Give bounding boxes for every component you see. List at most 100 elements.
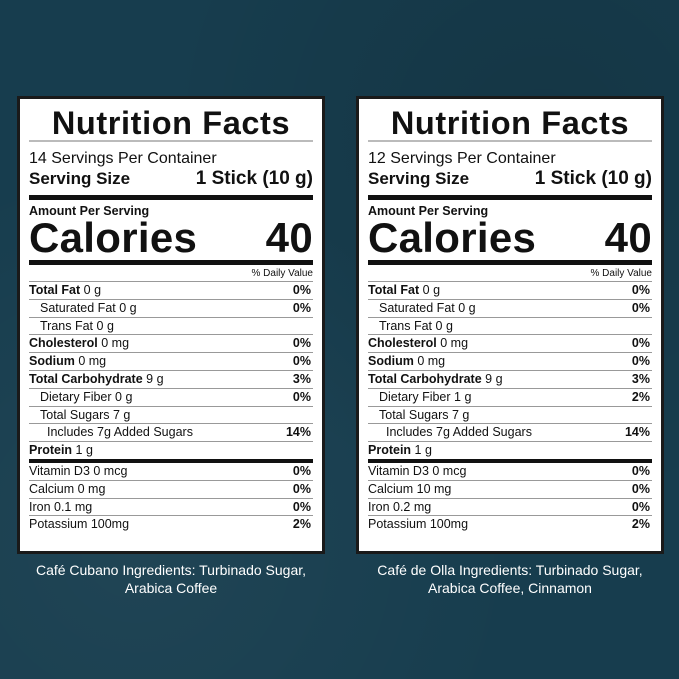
vitamin-row: Vitamin D3 0 mcg 0%: [29, 463, 313, 481]
vitamin-daily-value: 2%: [631, 517, 650, 532]
serving-size-label: Serving Size: [29, 169, 131, 188]
daily-value-header: % Daily Value: [368, 267, 652, 282]
vitamin-daily-value: 0%: [292, 463, 311, 478]
caption-line: Arabica Coffee, Cinnamon: [428, 580, 592, 596]
nutrient-row: Total Carbohydrate 9 g 3%: [29, 371, 313, 389]
nutrient-row: Total Sugars 7 g: [368, 407, 652, 425]
vitamin-label: Calcium 10 mg: [368, 481, 452, 496]
thick-divider: [29, 458, 313, 463]
nutrient-name: Includes 7g Added Sugars: [386, 425, 532, 440]
thick-divider: [368, 458, 652, 463]
nutrient-daily-value: [311, 442, 313, 460]
nutrient-row: Cholesterol 0 mg 0%: [368, 335, 652, 354]
nutrient-label: Sodium 0 mg: [368, 353, 445, 370]
nutrient-label: Total Carbohydrate 9 g: [29, 371, 164, 388]
nutrient-amount: 1 g: [414, 443, 432, 458]
nutrient-amount: 0 g: [115, 389, 133, 404]
panel-title: Nutrition Facts: [368, 99, 652, 142]
nutrient-daily-value: [311, 407, 313, 424]
nutrient-name: Total Sugars: [40, 407, 110, 422]
nutrient-row: Dietary Fiber 0 g 0%: [29, 389, 313, 407]
vitamin-daily-value: 0%: [631, 481, 650, 496]
servings-per-container: 12 Servings Per Container: [368, 150, 556, 167]
nutrient-name: Protein: [368, 443, 412, 458]
nutrient-row: Total Fat 0 g 0%: [368, 282, 652, 300]
nutrient-name: Saturated Fat: [379, 300, 455, 315]
nutrient-name: Sodium: [29, 354, 75, 369]
nutrient-amount: 7 g: [112, 407, 131, 422]
nutrient-label: Includes 7g Added Sugars: [29, 424, 193, 441]
nutrient-amount: 9 g: [485, 371, 503, 386]
nutrient-label: Trans Fat 0 g: [368, 318, 453, 335]
nutrient-label: Saturated Fat 0 g: [29, 300, 137, 317]
nutrient-label: Total Sugars 7 g: [29, 407, 130, 424]
nutrient-name: Total Fat: [29, 283, 81, 297]
nutrition-facts-panel: Nutrition Facts 14 Servings Per Container…: [17, 96, 325, 554]
nutrient-row: Total Carbohydrate 9 g 3%: [368, 371, 652, 389]
vitamin-row: Potassium 100mg 2%: [29, 516, 313, 534]
thick-divider: [368, 260, 652, 265]
nutrient-name: Dietary Fiber: [379, 389, 451, 404]
nutrient-name: Protein: [29, 443, 73, 458]
nutrient-daily-value: [311, 318, 313, 335]
amount-per-serving: Amount Per Serving: [29, 204, 150, 218]
ingredients-caption: Café Cubano Ingredients: Turbinado Sugar…: [11, 561, 331, 597]
nutrient-daily-value: [650, 318, 652, 335]
caption-line: Arabica Coffee: [124, 580, 218, 596]
nutrient-name: Cholesterol: [29, 336, 98, 351]
amount-per-serving: Amount Per Serving: [368, 204, 489, 218]
calories-label: Calories: [29, 214, 198, 261]
nutrient-daily-value: 3%: [292, 371, 311, 386]
nutrient-amount: 0 g: [458, 300, 476, 315]
thick-divider: [29, 195, 313, 200]
nutrient-name: Total Fat: [368, 283, 420, 297]
nutrient-label: Dietary Fiber 1 g: [368, 389, 471, 406]
nutrient-daily-value: 0%: [292, 354, 311, 369]
vitamin-row: Iron 0.1 mg 0%: [29, 499, 313, 517]
nutrient-row: Includes 7g Added Sugars 14%: [368, 424, 652, 443]
calories-label: Calories: [368, 214, 537, 261]
vitamin-daily-value: 0%: [292, 481, 311, 496]
nutrient-label: Protein 1 g: [29, 442, 93, 460]
nutrient-label: Protein 1 g: [368, 442, 432, 460]
vitamin-row: Iron 0.2 mg 0%: [368, 499, 652, 517]
nutrient-daily-value: 0%: [292, 389, 311, 404]
nutrient-name: Total Carbohydrate: [368, 371, 482, 386]
nutrient-row: Total Fat 0 g 0%: [29, 282, 313, 300]
nutrient-label: Dietary Fiber 0 g: [29, 389, 132, 406]
nutrient-label: Total Carbohydrate 9 g: [368, 371, 503, 388]
vitamin-label: Calcium 0 mg: [29, 481, 106, 496]
thick-divider: [368, 195, 652, 200]
vitamin-daily-value: 0%: [631, 463, 650, 478]
vitamin-label: Vitamin D3 0 mcg: [29, 463, 128, 478]
calories-row: Calories 40: [368, 214, 652, 261]
nutrient-daily-value: 14%: [624, 425, 650, 440]
vitamin-label: Iron 0.1 mg: [29, 499, 93, 514]
vitamin-label: Iron 0.2 mg: [368, 499, 432, 514]
nutrient-label: Sodium 0 mg: [29, 353, 106, 370]
nutrient-amount: 0 g: [96, 318, 114, 333]
nutrient-row: Protein 1 g: [368, 442, 652, 460]
nutrient-daily-value: 14%: [285, 425, 311, 440]
serving-size-row: Serving Size 1 Stick (10 g): [368, 168, 652, 192]
nutrient-daily-value: 0%: [631, 336, 650, 351]
nutrient-label: Cholesterol 0 mg: [368, 335, 468, 352]
nutrient-amount: 0 g: [435, 318, 453, 333]
vitamin-row: Calcium 10 mg 0%: [368, 481, 652, 499]
vitamin-row: Vitamin D3 0 mcg 0%: [368, 463, 652, 481]
panel-title: Nutrition Facts: [29, 99, 313, 142]
nutrient-row: Cholesterol 0 mg 0%: [29, 335, 313, 354]
nutrient-name: Sodium: [368, 354, 414, 369]
nutrient-daily-value: 2%: [631, 389, 650, 404]
calories-value: 40: [265, 214, 313, 261]
nutrient-amount: 0 mg: [78, 354, 107, 369]
vitamin-label: Potassium 100mg: [29, 517, 130, 532]
nutrient-amount: 0 g: [422, 283, 441, 297]
nutrient-amount: 0 mg: [440, 336, 469, 351]
nutrient-row: Total Sugars 7 g: [29, 407, 313, 425]
nutrient-row: Trans Fat 0 g: [29, 318, 313, 336]
nutrient-daily-value: 0%: [292, 300, 311, 315]
nutrient-label: Total Fat 0 g: [29, 282, 101, 299]
vitamin-row: Calcium 0 mg 0%: [29, 481, 313, 499]
nutrient-row: Saturated Fat 0 g 0%: [29, 300, 313, 318]
